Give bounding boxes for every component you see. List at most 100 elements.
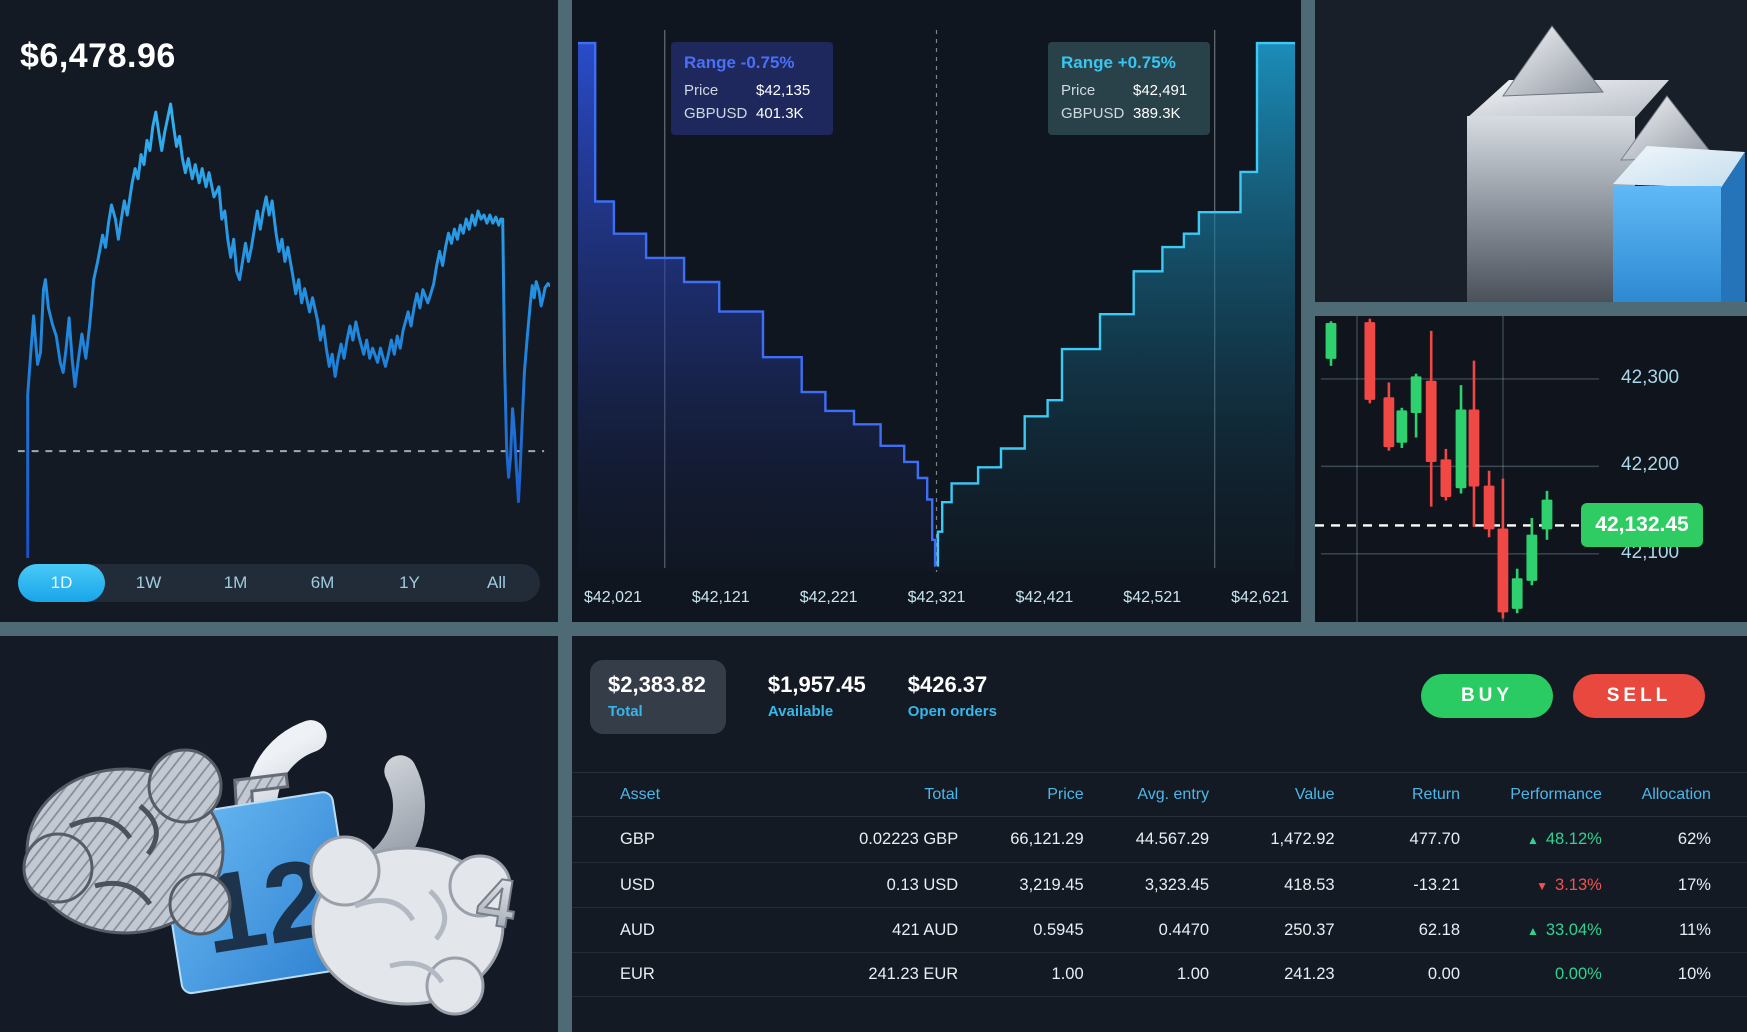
depth-x-label-0: $42,021 [584, 589, 642, 606]
col-header-value: Value [1294, 785, 1335, 803]
range-button-1y[interactable]: 1Y [366, 564, 453, 602]
depth-x-label-1: $42,121 [691, 589, 750, 606]
tooltip-title: Range +0.75% [1061, 53, 1176, 72]
numbers-illustration: 5 12 4 [22, 716, 522, 1016]
cell-value: 250.37 [1284, 920, 1335, 939]
buy-button[interactable]: BUY [1421, 674, 1553, 718]
candlestick-panel: 42,300 42,200 42,100 42,132.45 [1315, 316, 1747, 622]
trade-buttons: BUY SELL [1421, 674, 1705, 718]
depth-tooltip-range-down: Range -0.75% Price $42,135 GBPUSD 401.3K [671, 42, 833, 135]
cell-performance: ▼ 3.13% [1536, 875, 1602, 894]
col-header-return: Return [1411, 785, 1461, 803]
silver-bar [1467, 25, 1669, 302]
stat-total: $2,383.82 Total [590, 660, 726, 734]
assets-table: Asset Total Price Avg. entry Value Return Perf… [572, 772, 1747, 997]
cell-value: 418.53 [1284, 875, 1335, 894]
arrow-up-icon: ▲ [1526, 923, 1539, 938]
stat-value: $1,957.45 [767, 672, 866, 697]
candle-body-1 [1364, 322, 1376, 400]
depth-x-axis: $42,021 $42,121 $42,221 $42,321 $42,421 $42,5… [572, 589, 1301, 607]
cell-asset: AUD [620, 920, 655, 939]
bids-line [578, 41, 937, 567]
stat-label: Open orders [907, 703, 997, 720]
candle-body-13 [1541, 499, 1553, 530]
candle-body-11 [1511, 578, 1523, 609]
table-row-gbp[interactable]: GBP 0.02223 GBP 66,121.29 44.567.29 1,472.92… [572, 817, 1747, 862]
candlestick-chart [1315, 316, 1599, 622]
volume-value: 389.3K [1133, 105, 1181, 122]
table-header-row: Asset Total Price Avg. entry Value Return Perf… [572, 773, 1747, 817]
range-button-1d[interactable]: 1D [18, 564, 105, 602]
table-row-usd[interactable]: USD 0.13 USD 3,219.45 3,323.45 418.53 -13.21 ▼… [572, 862, 1747, 907]
cell-total: 241.23 EUR [868, 965, 959, 983]
stat-value: $2,383.82 [608, 672, 706, 697]
price-value: $42,491 [1133, 82, 1188, 99]
candle-body-12 [1526, 534, 1538, 581]
cell-avg-entry: 44.567.29 [1135, 830, 1210, 848]
candle-body-6 [1440, 459, 1452, 497]
depth-chart-panel: Range -0.75% Price $42,135 GBPUSD 401.3K… [572, 0, 1301, 622]
table-row-eur[interactable]: EUR 241.23 EUR 1.00 1.00 241.23 0.00 0.00% 10% [572, 952, 1747, 997]
depth-chart [578, 30, 1295, 573]
candle-body-10 [1497, 528, 1509, 613]
candle-body-4 [1410, 376, 1422, 414]
cell-allocation: 11% [1679, 920, 1711, 939]
cell-avg-entry: 3,323.45 [1144, 875, 1210, 894]
cell-allocation: 62% [1677, 830, 1711, 848]
portfolio-panel: $2,383.82 Total $1,957.45 Available $426… [572, 636, 1747, 1032]
range-button-6m[interactable]: 6M [279, 564, 366, 602]
cell-avg-entry: 0.4470 [1158, 920, 1210, 939]
bids-area [578, 43, 936, 573]
pair-label: GBPUSD [684, 105, 748, 122]
range-button-all[interactable]: All [453, 564, 540, 602]
table-row-aud[interactable]: AUD 421 AUD 0.5945 0.4470 250.37 62.18 ▲ 33.04%… [572, 907, 1747, 952]
candle-y-label-0: 42,300 [1621, 366, 1680, 388]
balance-line-chart [17, 102, 550, 558]
col-header-price: Price [1047, 785, 1084, 803]
arrow-up-icon: ▲ [1526, 833, 1539, 847]
cell-performance: ▲ 33.04% [1526, 920, 1602, 939]
range-button-1w[interactable]: 1W [105, 564, 192, 602]
stat-label: Total [608, 703, 643, 720]
candle-body-2 [1383, 397, 1395, 448]
candle-body-0 [1325, 322, 1337, 359]
brain-left [22, 748, 232, 936]
sell-button[interactable]: SELL [1573, 674, 1705, 718]
asks-line [936, 41, 1295, 567]
cell-price: 66,121.29 [1010, 830, 1084, 848]
cell-asset: GBP [620, 830, 655, 848]
illustration-numbers-panel: 5 12 4 [0, 636, 558, 1032]
asks-area [937, 43, 1295, 573]
depth-x-label-4: $42,421 [1015, 589, 1074, 606]
cell-asset: EUR [620, 965, 655, 983]
cell-total: 0.13 USD [886, 875, 959, 894]
depth-x-label-3: $42,321 [907, 589, 966, 606]
cell-price: 0.5945 [1033, 920, 1084, 939]
col-header-performance: Performance [1510, 785, 1602, 803]
price-label: Price [1061, 82, 1096, 99]
range-button-1m[interactable]: 1M [192, 564, 279, 602]
account-stats: $2,383.82 Total $1,957.45 Available $426… [590, 660, 997, 734]
candle-y-label-1: 42,200 [1621, 454, 1680, 476]
cell-total: 421 AUD [892, 920, 959, 939]
stat-available: $1,957.45 Available [768, 660, 866, 734]
depth-x-label-2: $42,221 [799, 589, 858, 606]
last-price-badge: 42,132.45 [1581, 503, 1703, 548]
col-header-asset: Asset [620, 785, 661, 803]
cell-value: 1,472.92 [1270, 830, 1335, 848]
candle-y-label-2: 42,100 [1621, 541, 1680, 563]
cell-return: 62.18 [1418, 920, 1461, 939]
stat-value: $426.37 [907, 672, 988, 697]
tooltip-volume-row: GBPUSD 389.3K [1061, 105, 1197, 122]
cell-price: 1.00 [1051, 965, 1084, 983]
cell-allocation: 17% [1677, 875, 1711, 894]
arrow-down-icon: ▼ [1536, 878, 1549, 893]
col-header-total: Total [924, 785, 959, 803]
candle-body-5 [1425, 380, 1437, 463]
cell-return: -13.21 [1413, 875, 1461, 894]
depth-x-label-5: $42,521 [1123, 589, 1182, 606]
illustration-3d-bars-panel [1315, 0, 1747, 302]
col-header-avg-entry: Avg. entry [1137, 785, 1210, 803]
candle-body-3 [1396, 410, 1408, 443]
